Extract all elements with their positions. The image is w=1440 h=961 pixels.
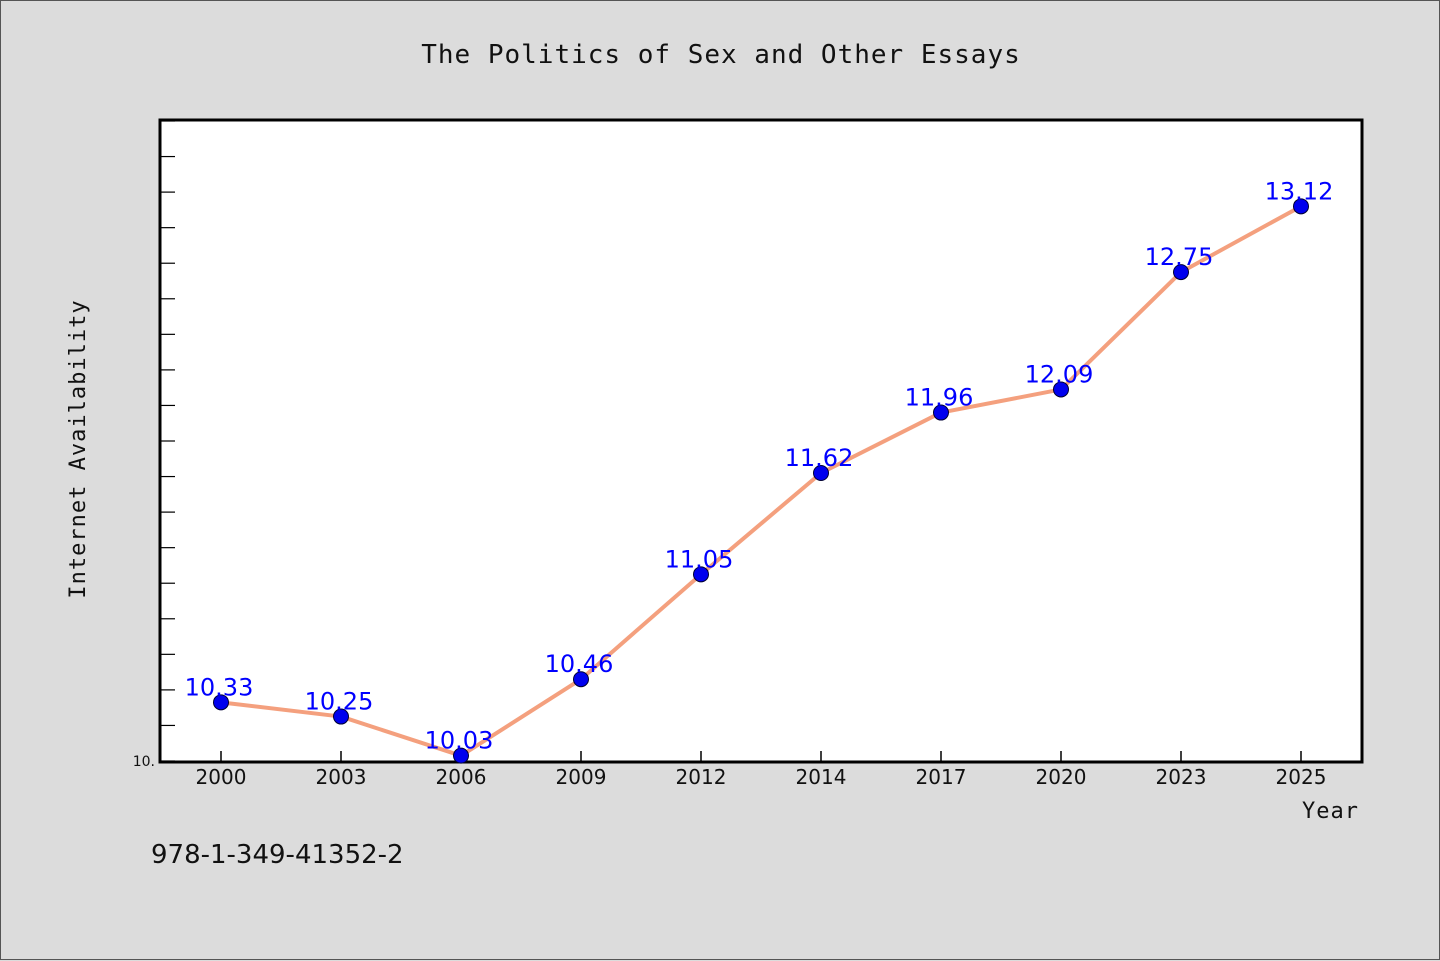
plot-area (158, 118, 1364, 764)
data-label: 13.12 (1265, 177, 1334, 205)
x-tick-label: 2020 (1036, 765, 1087, 789)
isbn-text: 978-1-349-41352-2 (151, 840, 404, 870)
data-label: 10.46 (545, 650, 614, 678)
data-label: 12.09 (1025, 360, 1094, 388)
x-tick-label: 2003 (316, 765, 367, 789)
data-point (693, 566, 709, 583)
data-point (573, 671, 589, 688)
data-point (813, 465, 829, 481)
y-axis-tick-labels: 10. (133, 754, 155, 770)
data-label: 10.33 (185, 673, 254, 701)
x-tick-label: 2017 (916, 765, 967, 789)
x-axis-label: Year (1302, 799, 1359, 824)
x-tick-label: 2023 (1156, 765, 1207, 789)
x-tick-label: 2006 (436, 765, 487, 789)
data-point (933, 404, 949, 421)
chart-title: The Politics of Sex and Other Essays (421, 40, 1021, 70)
y-axis-label: Internet Availability (66, 299, 91, 598)
x-tick-label: 2012 (676, 765, 727, 789)
data-label: 10.03 (425, 727, 494, 755)
x-tick-label: 2009 (556, 765, 607, 789)
x-tick-label: 2000 (196, 765, 247, 789)
data-point (333, 708, 349, 725)
data-point (1053, 381, 1069, 398)
y-axis-ticks (161, 120, 175, 762)
y-tick-label: 10. (133, 754, 155, 770)
data-label: 12.75 (1145, 243, 1214, 271)
x-tick-label: 2014 (796, 765, 847, 789)
x-tick-label: 2025 (1276, 765, 1327, 789)
data-label: 10.25 (305, 688, 374, 716)
data-label: 11.05 (665, 545, 734, 573)
data-point (1173, 264, 1189, 281)
data-label: 11.62 (785, 444, 854, 472)
data-point (453, 747, 469, 764)
data-markers (213, 198, 1309, 764)
x-axis-tick-labels: 2000 2003 2006 2009 2012 2014 2017 2020 2023 2025 (196, 765, 1327, 789)
data-point (213, 694, 229, 711)
data-point (1293, 198, 1309, 215)
data-labels: 10.33 10.25 10.03 10.46 11.05 11.62 11.96 12.09… (185, 177, 1334, 754)
series-line (220, 204, 1302, 758)
data-label: 11.96 (905, 384, 974, 412)
